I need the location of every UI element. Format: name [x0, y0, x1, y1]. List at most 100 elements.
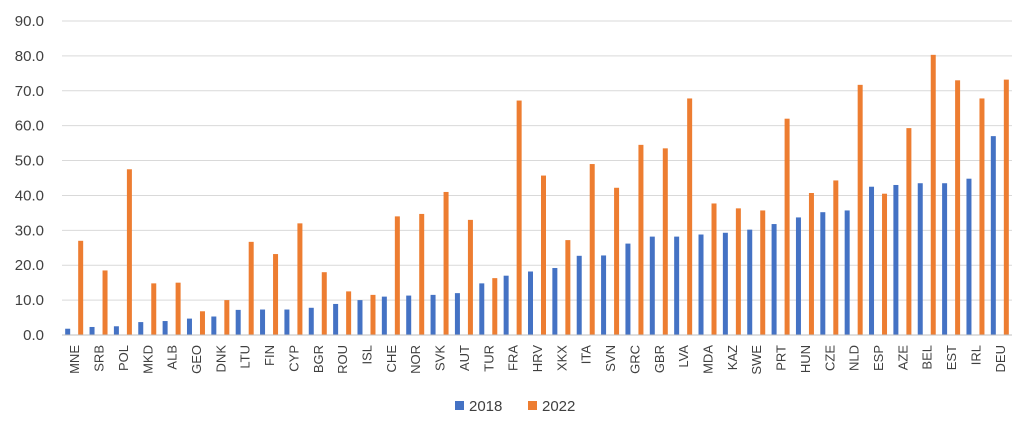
bar-2022-MDA — [711, 203, 717, 335]
x-tick-label: GBR — [652, 345, 667, 373]
bar-2022-GRC — [638, 144, 644, 335]
bar-2018-MDA — [698, 234, 704, 335]
bar-2022-NOR — [419, 213, 425, 335]
x-tick-label: SWE — [749, 345, 764, 375]
x-tick-label: FIN — [262, 345, 277, 366]
x-tick-label: GEO — [189, 345, 204, 374]
bar-2018-ESP — [869, 186, 875, 335]
x-tick-label: HUN — [798, 345, 813, 373]
bar-2018-GEO — [186, 318, 192, 335]
x-tick-label: KAZ — [725, 345, 740, 370]
y-tick-label: 30.0 — [15, 222, 44, 239]
x-tick-label: DEU — [993, 345, 1008, 372]
x-tick-label: IRL — [968, 345, 983, 365]
bar-2022-FRA — [516, 100, 522, 336]
bar-2022-BEL — [930, 54, 936, 335]
x-tick-label: MKD — [140, 345, 155, 374]
bar-2018-SWE — [747, 229, 753, 335]
bar-2018-ALB — [162, 321, 168, 335]
bar-2018-CHE — [381, 296, 387, 335]
bar-2022-HRV — [541, 175, 546, 335]
x-tick-label: AZE — [895, 345, 910, 371]
bar-2018-NLD — [844, 210, 850, 335]
x-tick-label: BGR — [311, 345, 326, 373]
x-tick-label: CHE — [384, 345, 399, 373]
x-tick-label: ROU — [335, 345, 350, 374]
y-tick-label: 90.0 — [15, 13, 44, 30]
legend: 2018 2022 — [455, 398, 575, 415]
bar-2022-CYP — [297, 223, 303, 335]
legend-swatch-2018 — [455, 401, 464, 410]
bar-2022-FIN — [273, 254, 279, 335]
bar-2018-TUR — [479, 283, 485, 335]
bar-2018-ITA — [576, 255, 582, 335]
bar-2018-HUN — [795, 217, 801, 335]
bar-2022-ESP — [882, 193, 888, 335]
y-tick-label: 40.0 — [15, 187, 44, 204]
bar-2018-LVA — [674, 236, 680, 335]
bar-2022-POL — [126, 169, 132, 335]
bar-2022-EST — [955, 80, 961, 335]
bar-2018-SVK — [430, 294, 436, 335]
x-tick-label: EST — [944, 345, 959, 370]
x-tick-label: ISL — [359, 345, 374, 365]
bar-2022-XKX — [565, 240, 571, 335]
bar-2022-LVA — [687, 98, 693, 335]
legend-label-2018: 2018 — [469, 398, 502, 415]
x-tick-label: CYP — [286, 345, 301, 372]
y-tick-label: 50.0 — [15, 153, 44, 170]
x-tick-label: LTU — [238, 345, 253, 369]
x-tick-label: POL — [116, 345, 131, 371]
x-tick-label: AUT — [457, 345, 472, 371]
y-tick-label: 10.0 — [15, 292, 44, 309]
x-tick-label: PRT — [774, 345, 789, 371]
bar-2018-DEU — [990, 136, 996, 335]
bar-2018-DNK — [211, 316, 217, 335]
bar-2022-SVN — [614, 187, 620, 335]
bar-2018-ROU — [333, 303, 339, 335]
gridlines — [62, 20, 1012, 301]
x-tick-label: ITA — [579, 345, 594, 365]
bar-2022-DNK — [224, 300, 230, 335]
y-tick-label: 60.0 — [15, 118, 44, 135]
bar-2022-CHE — [394, 216, 400, 335]
bar-2022-ROU — [346, 291, 352, 335]
bar-2022-GBR — [662, 148, 668, 335]
bar-2022-ALB — [175, 282, 181, 335]
bar-2022-KAZ — [735, 208, 741, 335]
bar-2022-IRL — [979, 98, 985, 335]
bar-2018-IRL — [966, 178, 972, 335]
bar-2022-GEO — [199, 311, 205, 335]
bar-2018-GRC — [625, 243, 631, 335]
bar-2018-KAZ — [722, 232, 728, 335]
bar-2022-ISL — [370, 294, 376, 335]
bar-2018-BEL — [917, 183, 923, 335]
y-tick-label: 70.0 — [15, 83, 44, 100]
bar-2022-ITA — [589, 164, 595, 335]
bar-2018-XKX — [552, 268, 558, 335]
x-tick-label: TUR — [481, 345, 496, 372]
bar-2018-AZE — [893, 184, 899, 335]
bar-2018-AUT — [454, 293, 460, 335]
x-tick-label: ESP — [871, 345, 886, 371]
legend-swatch-2022 — [528, 401, 537, 410]
bar-2022-AZE — [906, 128, 912, 335]
y-tick-label: 0.0 — [23, 327, 44, 344]
bar-2022-DEU — [1003, 79, 1009, 335]
bar-2022-BGR — [321, 272, 327, 335]
bar-2022-PRT — [784, 118, 790, 335]
x-tick-label: MNE — [67, 345, 82, 374]
x-tick-label: BEL — [920, 345, 935, 370]
bar-2022-SWE — [760, 210, 766, 335]
bar-2022-MKD — [151, 283, 157, 335]
bar-2018-EST — [942, 183, 948, 335]
bar-2022-TUR — [492, 278, 498, 335]
x-tick-label: FRA — [506, 345, 521, 371]
bars — [65, 54, 1009, 336]
bar-2018-BGR — [308, 307, 314, 335]
x-tick-label: SRB — [92, 345, 107, 372]
x-tick-label: ALB — [165, 345, 180, 370]
bar-2022-LTU — [248, 241, 254, 335]
